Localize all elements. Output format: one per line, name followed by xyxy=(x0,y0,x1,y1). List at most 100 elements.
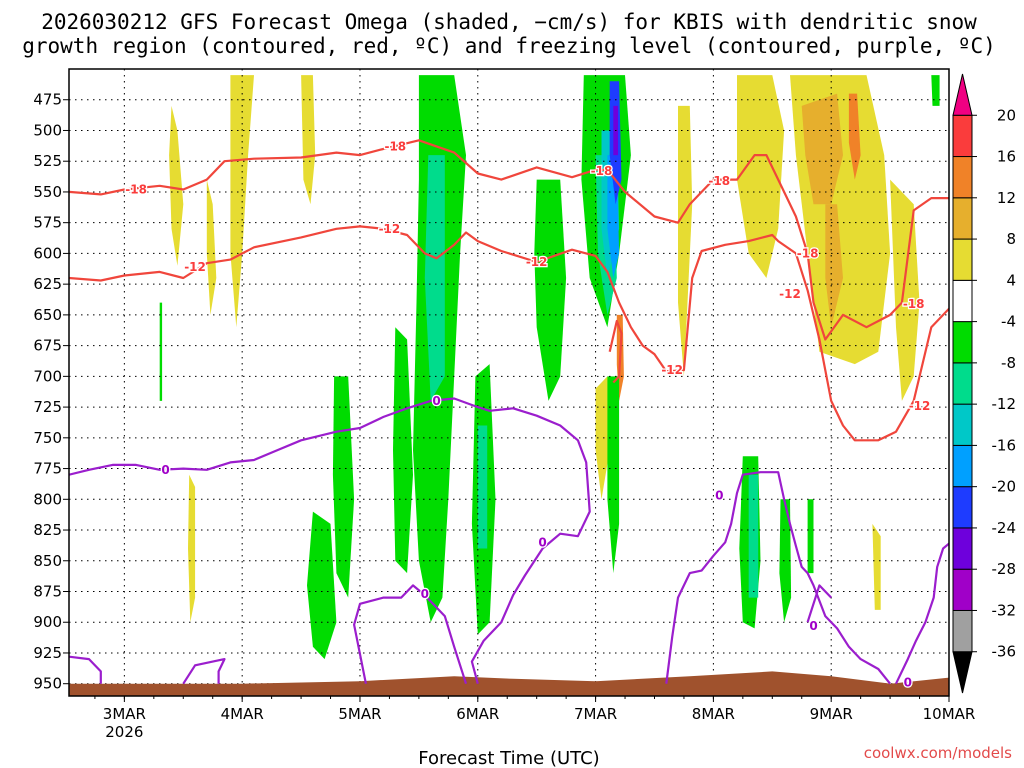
x-tick-label: 5MAR xyxy=(338,705,381,723)
contour-label: 0 xyxy=(904,675,912,689)
omega-area xyxy=(477,425,488,549)
colorbar-label: 20 xyxy=(997,106,1016,124)
y-tick-label: 775 xyxy=(33,460,62,478)
colorbar-label: -16 xyxy=(992,436,1017,454)
colorbar-bin xyxy=(952,362,973,405)
contour-label: -12 xyxy=(526,255,548,269)
contour-label: 0 xyxy=(421,587,429,601)
terrain-surface xyxy=(69,671,949,696)
omega-area xyxy=(206,179,217,315)
y-tick-label: 925 xyxy=(33,644,62,662)
omega-area xyxy=(393,327,413,574)
omega-area xyxy=(890,179,920,401)
omega-area xyxy=(534,179,567,401)
plot-frame xyxy=(68,68,950,697)
contour-labels: -18 -18 -18 -18 -18 -18 -12 -12 -12 -12 -12 -12 0 0 0 0… xyxy=(124,138,932,691)
freezing-level-line xyxy=(69,397,591,684)
y-tick-label: 575 xyxy=(33,214,62,232)
y-tick-label: 950 xyxy=(33,675,62,693)
omega-area xyxy=(872,523,881,610)
contour-label: -12 xyxy=(661,363,683,377)
contour-label: 0 xyxy=(809,619,817,633)
omega-area xyxy=(332,376,355,598)
y-tick-label: 900 xyxy=(33,613,62,631)
colorbar-bin xyxy=(952,527,973,570)
colorbar-label: 4 xyxy=(1006,271,1016,289)
colorbar-label: -36 xyxy=(992,643,1017,661)
dgz-contour-line xyxy=(69,139,949,341)
colorbar-label: -24 xyxy=(992,519,1017,537)
terrain-fill xyxy=(69,671,949,696)
pressure-axis: 475 500 525 550 575 600 625 650 675 700 725 750 775 8… xyxy=(33,91,69,693)
omega-area xyxy=(931,75,940,106)
omega-area xyxy=(801,93,843,205)
y-tick-label: 875 xyxy=(33,583,62,601)
y-tick-label: 500 xyxy=(33,121,62,139)
contour-label: 0 xyxy=(432,394,440,408)
x-tick-label: 3MAR xyxy=(103,705,146,723)
y-tick-label: 525 xyxy=(33,152,62,170)
omega-area xyxy=(737,75,785,278)
x-tick-label: 9MAR xyxy=(810,705,853,723)
omega-shading xyxy=(159,75,940,660)
omega-area xyxy=(188,474,196,623)
freezing-level-line xyxy=(895,542,949,685)
omega-area xyxy=(595,376,610,500)
x-axis-label: Forecast Time (UTC) xyxy=(418,748,599,768)
y-tick-label: 750 xyxy=(33,429,62,447)
contour-label: -18 xyxy=(708,174,730,188)
omega-area xyxy=(301,75,316,205)
y-tick-label: 600 xyxy=(33,244,62,262)
colorbar-bin xyxy=(952,238,973,281)
x-tick-label: 10MAR xyxy=(923,705,976,723)
chart-title-line-1: 2026030212 GFS Forecast Omega (shaded, −… xyxy=(41,10,977,34)
colorbar-bin xyxy=(952,609,973,653)
omega-area xyxy=(678,105,693,377)
colorbar-label: -4 xyxy=(1001,313,1016,331)
contour-label: -18 xyxy=(125,182,147,196)
plot-area: -18 -18 -18 -18 -18 -18 -12 -12 -12 -12 -12 -12 0 0 0 0… xyxy=(68,68,950,697)
colorbar-bin xyxy=(952,156,973,199)
y-tick-label: 700 xyxy=(33,367,62,385)
omega-area xyxy=(807,499,814,574)
y-tick-label: 650 xyxy=(33,306,62,324)
colorbar-label: -20 xyxy=(992,478,1017,496)
colorbar-bin xyxy=(952,651,973,694)
contour-label: -18 xyxy=(903,297,925,311)
colorbar-label: -28 xyxy=(992,560,1017,578)
omega-area xyxy=(748,474,759,598)
omega-area xyxy=(779,499,792,623)
contour-label: -18 xyxy=(384,139,406,153)
x-tick-label: 4MAR xyxy=(221,705,264,723)
colorbar: -36 -32 -28 -24 -20 -16 -12 -8 -4 4 8 12 16 20 xyxy=(952,73,1017,694)
colorbar-bin xyxy=(952,114,973,158)
colorbar-label: 16 xyxy=(997,148,1016,166)
contour-label: -18 xyxy=(797,246,819,260)
colorbar-label: 8 xyxy=(1006,230,1016,248)
x-tick-label: 8MAR xyxy=(692,705,735,723)
colorbar-bin xyxy=(952,321,973,364)
dgz-contour-line xyxy=(69,225,949,442)
freezing-level-line xyxy=(353,584,468,685)
colorbar-bin xyxy=(952,403,973,446)
colorbar-bin xyxy=(952,568,973,611)
omega-area xyxy=(169,105,184,266)
x-tick-sublabel: 2026 xyxy=(105,723,143,741)
colorbar-label: 12 xyxy=(997,189,1016,207)
contour-label: 0 xyxy=(538,535,546,549)
omega-area xyxy=(825,204,843,328)
colorbar-label: -8 xyxy=(1001,354,1016,372)
freezing-level-line xyxy=(69,655,102,684)
x-tick-label: 6MAR xyxy=(456,705,499,723)
dgz-contour-line xyxy=(608,319,623,384)
contour-label: -12 xyxy=(909,399,931,413)
contour-label: -12 xyxy=(779,287,801,301)
y-tick-label: 850 xyxy=(33,552,62,570)
y-tick-label: 825 xyxy=(33,521,62,539)
y-tick-label: 725 xyxy=(33,398,62,416)
colorbar-bin xyxy=(952,197,973,240)
colorbar-label: -12 xyxy=(992,395,1017,413)
omega-area xyxy=(607,376,620,574)
x-tick-label: 7MAR xyxy=(574,705,617,723)
y-tick-label: 675 xyxy=(33,337,62,355)
